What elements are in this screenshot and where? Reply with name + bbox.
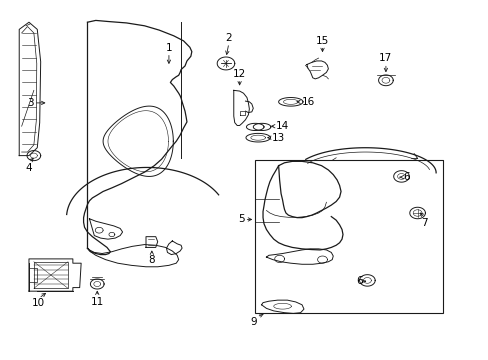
- Text: 6: 6: [355, 276, 362, 286]
- Text: 3: 3: [27, 98, 34, 108]
- Text: 17: 17: [379, 53, 392, 63]
- Text: 2: 2: [225, 33, 232, 43]
- Text: 4: 4: [25, 163, 32, 173]
- Text: 10: 10: [32, 298, 45, 309]
- Text: 15: 15: [315, 36, 328, 45]
- Text: 9: 9: [249, 317, 256, 327]
- Text: 14: 14: [276, 121, 289, 131]
- Text: 5: 5: [237, 215, 244, 224]
- Bar: [255, 160, 443, 314]
- Text: 7: 7: [421, 218, 427, 228]
- Text: 16: 16: [302, 97, 315, 107]
- Text: 12: 12: [232, 69, 246, 79]
- Text: 13: 13: [271, 133, 284, 143]
- Text: 6: 6: [402, 172, 409, 182]
- Text: 11: 11: [90, 297, 103, 307]
- Text: 1: 1: [165, 43, 172, 53]
- Text: 8: 8: [148, 255, 155, 265]
